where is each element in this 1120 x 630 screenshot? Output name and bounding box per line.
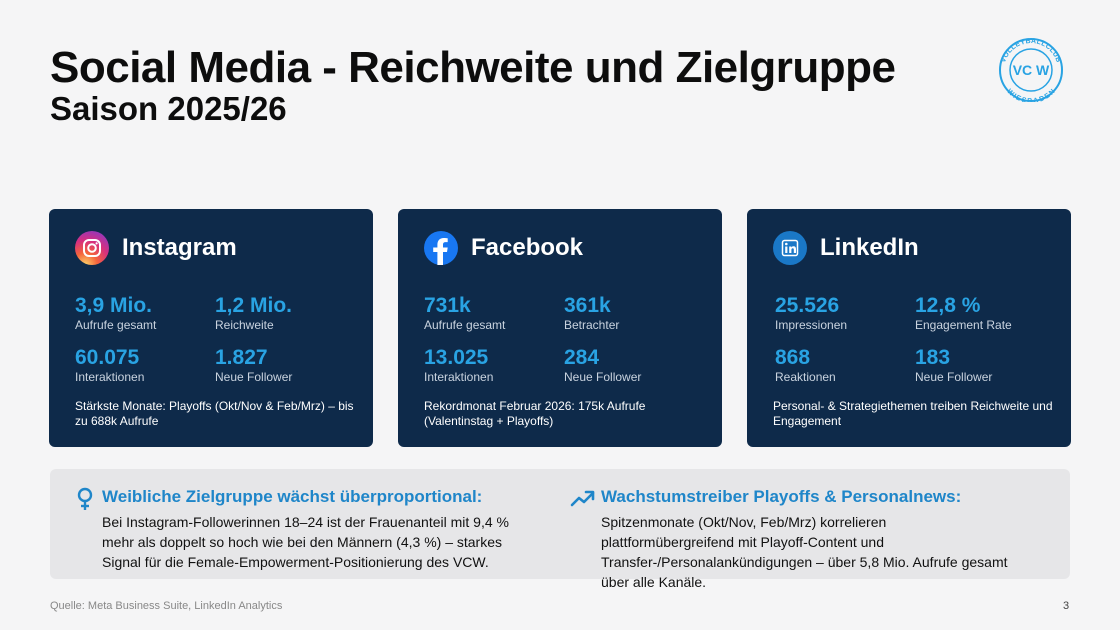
stat-label: Aufrufe gesamt <box>424 318 506 332</box>
stat-label: Aufrufe gesamt <box>75 318 157 332</box>
stat-label: Neue Follower <box>915 370 993 384</box>
stat-label: Interaktionen <box>75 370 145 384</box>
stat: 25.526 Impressionen <box>775 294 915 332</box>
stat-value: 183 <box>915 346 951 369</box>
source-note: Quelle: Meta Business Suite, LinkedIn An… <box>50 600 283 612</box>
card-note: Stärkste Monate: Playoffs (Okt/Nov & Feb… <box>75 399 354 428</box>
insight-text: Bei Instagram-Followerinnen 18–24 ist de… <box>102 514 509 570</box>
card-instagram: Instagram 3,9 Mio. Aufrufe gesamt 1,2 Mio… <box>49 209 373 447</box>
trending-up-icon <box>570 490 595 507</box>
instagram-icon <box>75 231 109 265</box>
vcw-logo: VOLLEYBALLCLUB WIESBADEN VC W <box>999 38 1063 102</box>
platform-name: LinkedIn <box>820 234 919 261</box>
stat: 183 Neue Follower <box>915 346 1055 384</box>
stat: 731k Aufrufe gesamt <box>424 294 564 332</box>
stat-label: Betrachter <box>564 318 620 332</box>
stat: 868 Reaktionen <box>775 346 915 384</box>
facebook-icon <box>424 231 458 265</box>
stat: 361k Betrachter <box>564 294 704 332</box>
card-facebook: Facebook 731k Aufrufe gesamt 361k Betracht… <box>398 209 722 447</box>
stat-value: 284 <box>564 346 600 369</box>
stat: 13.025 Interaktionen <box>424 346 564 384</box>
insight-heading: Wachstumstreiber Playoffs & Personalnews… <box>601 487 962 506</box>
stat-label: Reaktionen <box>775 370 836 384</box>
card-note: Rekordmonat Februar 2026: 175k Aufrufe (… <box>424 399 646 428</box>
stat: 1,2 Mio. Reichweite <box>215 294 355 332</box>
stat: 60.075 Interaktionen <box>75 346 215 384</box>
stat-value: 3,9 Mio. <box>75 294 153 317</box>
stat-label: Engagement Rate <box>915 318 1012 332</box>
stat-value: 60.075 <box>75 346 140 369</box>
linkedin-icon <box>773 231 807 265</box>
stat-value: 25.526 <box>775 294 840 317</box>
insights-box: Weibliche Zielgruppe wächst überproporti… <box>50 469 1070 590</box>
logo-bottom-text: WIESBADEN <box>1005 88 1056 102</box>
platform-name: Facebook <box>471 234 584 261</box>
stat-value: 12,8 % <box>915 294 981 317</box>
stat-label: Neue Follower <box>564 370 642 384</box>
stat-value: 361k <box>564 294 611 317</box>
stat-value: 731k <box>424 294 471 317</box>
svg-text:VOLLEYBALLCLUB: VOLLEYBALLCLUB <box>1000 38 1062 64</box>
stat-label: Reichweite <box>215 318 274 332</box>
page-title: Social Media - Reichweite und Zielgruppe <box>50 43 896 92</box>
page-number: 3 <box>1063 600 1070 612</box>
insight-heading: Weibliche Zielgruppe wächst überproporti… <box>102 487 483 506</box>
stat-value: 868 <box>775 346 811 369</box>
female-symbol-icon <box>77 487 93 510</box>
stat-label: Interaktionen <box>424 370 494 384</box>
stat: 12,8 % Engagement Rate <box>915 294 1055 332</box>
insight-text: Spitzenmonate (Okt/Nov, Feb/Mrz) korreli… <box>601 514 1008 590</box>
svg-text:WIESBADEN: WIESBADEN <box>1005 88 1056 102</box>
logo-top-text: VOLLEYBALLCLUB <box>1000 38 1061 64</box>
logo-letters: VC W <box>1013 62 1050 78</box>
stat: 3,9 Mio. Aufrufe gesamt <box>75 294 215 332</box>
stat-value: 1.827 <box>215 346 268 369</box>
stat-value: 13.025 <box>424 346 489 369</box>
platform-name: Instagram <box>122 234 237 261</box>
stat-label: Neue Follower <box>215 370 293 384</box>
card-note: Personal- & Strategiethemen treiben Reic… <box>773 399 1053 428</box>
card-linkedin: LinkedIn 25.526 Impressionen 12,8 % Engage… <box>747 209 1071 447</box>
stat-value: 1,2 Mio. <box>215 294 293 317</box>
page-subtitle: Saison 2025/26 <box>50 90 287 127</box>
stat: 284 Neue Follower <box>564 346 704 384</box>
stat-label: Impressionen <box>775 318 848 332</box>
stat: 1.827 Neue Follower <box>215 346 355 384</box>
